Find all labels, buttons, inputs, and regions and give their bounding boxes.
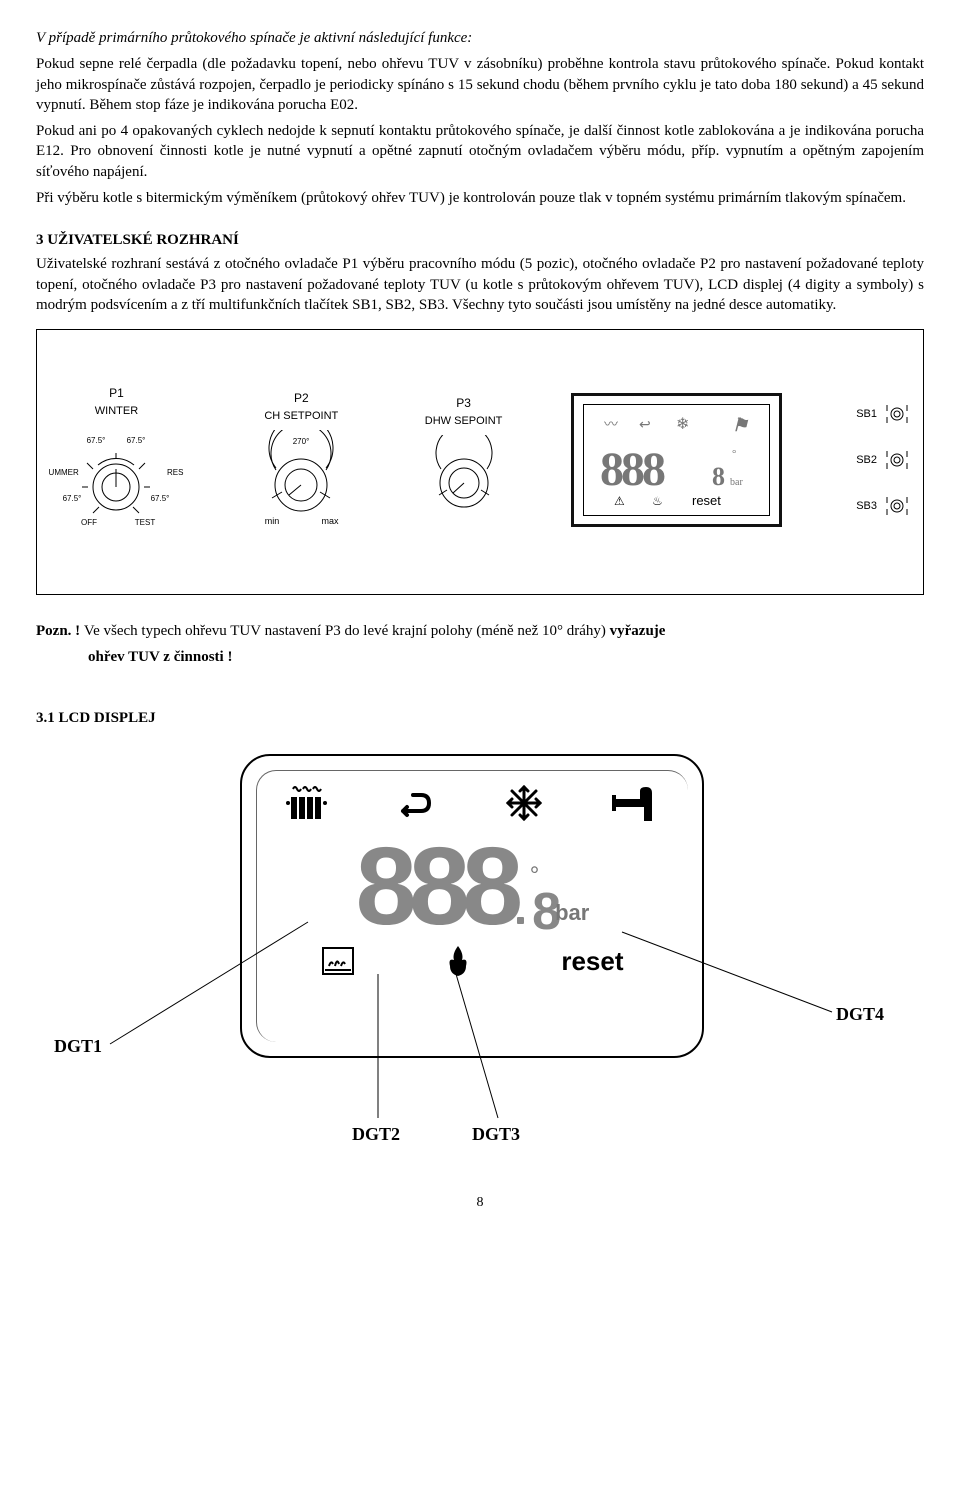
- para-3: Při výběru kotle s bitermickým výměníkem…: [36, 188, 924, 208]
- svg-text:OFF: OFF: [81, 518, 97, 527]
- page-number: 8: [36, 1194, 924, 1213]
- svg-text:reset: reset: [692, 493, 721, 508]
- dial-p3-name: P3: [419, 395, 509, 411]
- section-3-title: 3 UŽIVATELSKÉ ROZHRANÍ: [36, 230, 924, 250]
- sb2: SB2: [856, 449, 911, 471]
- note-line-2: ohřev TUV z činnosti !: [88, 647, 924, 667]
- dgt4-label: DGT4: [836, 1002, 884, 1026]
- svg-text:♨: ♨: [652, 494, 663, 508]
- svg-text:SUMMER: SUMMER: [49, 468, 79, 477]
- svg-text:bar: bar: [730, 477, 743, 488]
- dgt3-label: DGT3: [472, 1122, 520, 1146]
- dial-p2-sub: CH SETPOINT: [246, 409, 356, 424]
- svg-text:888: 888: [600, 443, 665, 496]
- note-bold-1: vyřazuje: [610, 623, 666, 639]
- intro-heading: V případě primárního průtokového spínače…: [36, 28, 924, 48]
- dial-p1-name: P1: [49, 385, 184, 401]
- dial-p2-name: P2: [246, 390, 356, 406]
- dial-p3: P3 DHW SEPOINT: [419, 395, 509, 524]
- snowflake-icon: [502, 783, 546, 823]
- svg-text:67.5°: 67.5°: [63, 494, 82, 503]
- svg-text:〰: 〰: [604, 418, 618, 433]
- svg-text:⚑: ⚑: [732, 415, 749, 435]
- flame-icon: [444, 944, 472, 978]
- burner-icon: [321, 946, 355, 976]
- svg-text:8: 8: [712, 462, 725, 491]
- panel-lcd: 〰 ↩ ❄ ⚑ 888 8 ° bar ⚠ ♨ reset: [571, 393, 782, 527]
- dial-p1-sub: WINTER: [49, 404, 184, 419]
- svg-text:↩: ↩: [639, 418, 651, 433]
- svg-text:⚠: ⚠: [614, 494, 625, 508]
- radiator-icon: [285, 783, 329, 823]
- sb2-label: SB2: [856, 453, 877, 468]
- svg-text:270°: 270°: [293, 437, 310, 446]
- note-text-1: Ve všech typech ohřevu TUV nastavení P3 …: [84, 623, 610, 639]
- sb3: SB3: [856, 495, 911, 517]
- lcd-big-digits: 888: [356, 837, 516, 936]
- sb1-label: SB1: [856, 407, 877, 422]
- svg-text:max: max: [322, 516, 340, 526]
- dgt2-label: DGT2: [352, 1122, 400, 1146]
- svg-text:RESET: RESET: [167, 468, 184, 477]
- sb1: SB1: [856, 403, 911, 425]
- dgt1-label: DGT1: [54, 1034, 102, 1058]
- svg-text:67.5°: 67.5°: [87, 436, 106, 445]
- svg-text:❄: ❄: [676, 416, 689, 433]
- dial-p1: P1 WINTER 67.5°: [49, 385, 184, 534]
- svg-text:67.5°: 67.5°: [127, 436, 146, 445]
- tap-icon: [610, 783, 660, 823]
- note: Pozn. ! Ve všech typech ohřevu TUV nasta…: [36, 621, 924, 641]
- note-prefix: Pozn. !: [36, 623, 84, 639]
- sb3-label: SB3: [856, 499, 877, 514]
- return-arrow-icon: [393, 783, 437, 823]
- para-2: Pokud ani po 4 opakovaných cyklech nedoj…: [36, 121, 924, 182]
- dial-p2: P2 CH SETPOINT 270° min max: [246, 390, 356, 529]
- para-1: Pokud sepne relé čerpadla (dle požadavku…: [36, 54, 924, 115]
- section-3-body: Uživatelské rozhraní sestává z otočného …: [36, 254, 924, 315]
- svg-text:°: °: [732, 448, 736, 460]
- lcd-small-digit: 8: [532, 889, 553, 936]
- bar-label: bar: [555, 898, 589, 928]
- control-panel-diagram: P1 WINTER 67.5°: [36, 329, 924, 595]
- sb-buttons: SB1 SB2 SB3: [856, 403, 911, 517]
- svg-text:TEST: TEST: [135, 518, 156, 527]
- lcd-big: 888 ° 8 bar reset: [240, 754, 704, 1058]
- svg-text:min: min: [265, 516, 280, 526]
- reset-text: reset: [561, 944, 623, 979]
- svg-text:67.5°: 67.5°: [151, 494, 170, 503]
- section-31-title: 3.1 LCD DISPLEJ: [36, 708, 924, 728]
- dial-p3-sub: DHW SEPOINT: [419, 414, 509, 429]
